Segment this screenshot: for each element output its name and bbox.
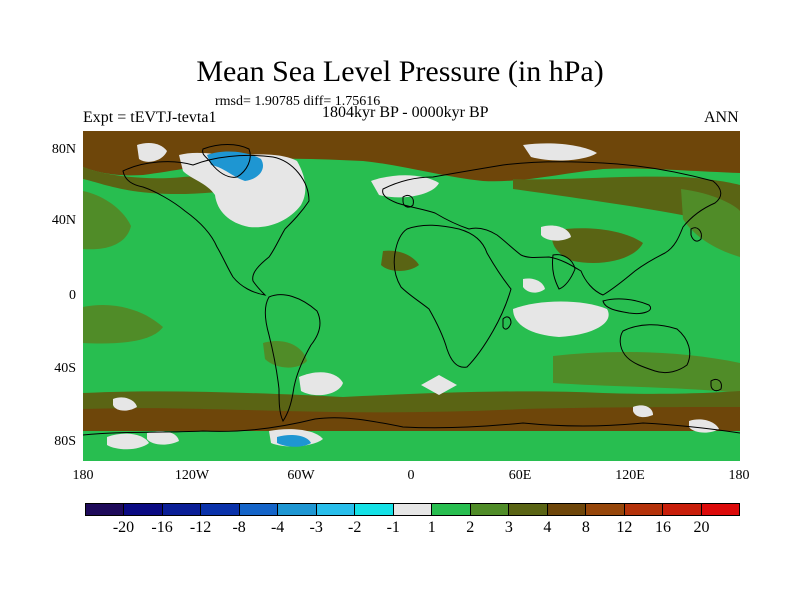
field-arctic-olive	[83, 167, 243, 195]
field-eastasia-olive	[551, 228, 643, 263]
field-white-diamond-sa	[421, 375, 457, 395]
field-npac-darkgreen	[83, 191, 131, 250]
field-white-bering	[137, 143, 167, 162]
coastline-africa	[393, 224, 512, 368]
coastline-new-zealand	[710, 378, 722, 392]
field-atlantic-olive	[381, 250, 419, 271]
field-cyan-canada	[207, 151, 264, 181]
colorbar-box	[432, 504, 471, 515]
field-white-arabian-sea	[523, 278, 545, 293]
colorbar-label: -4	[270, 519, 285, 536]
field-white-indian-ocean	[513, 301, 609, 337]
coastline-north-america	[122, 154, 310, 296]
colorbar-label: 20	[693, 519, 710, 536]
colorbar-box	[201, 504, 240, 515]
colorbar-label: -16	[151, 519, 173, 536]
field-pac-trop-darkgreen	[83, 305, 163, 344]
coastline-europe-asia	[382, 161, 722, 296]
x-tick-label: 180	[72, 468, 94, 483]
colorbar	[85, 503, 740, 516]
x-tick-label: 0	[407, 468, 415, 483]
pressure-field-map	[83, 131, 740, 461]
field-white-atlantic	[371, 175, 439, 198]
season-label: ANN	[704, 109, 739, 126]
x-tick-label: 60E	[508, 468, 532, 483]
coastline-madagascar	[502, 316, 512, 330]
coastline-indonesia	[602, 298, 651, 314]
colorbar-box	[278, 504, 317, 515]
colorbar-label: 16	[654, 519, 671, 536]
colorbar-box	[239, 504, 279, 515]
coastline-greenland	[202, 144, 251, 178]
field-white-siberia	[523, 143, 597, 161]
stats-subtitle: rmsd= 1.90785 diff= 1.75616	[215, 94, 381, 109]
field-white-se-indian	[633, 405, 653, 418]
y-tick-label: 40N	[51, 213, 76, 228]
colorbar-label: -2	[348, 519, 362, 536]
field-sac-darkgreen	[263, 341, 307, 368]
colorbar-label: 12	[616, 519, 633, 536]
field-io-darkgreen	[553, 351, 740, 393]
field-cyan-antarctic	[277, 435, 311, 447]
colorbar-box	[355, 504, 394, 515]
map-title: Mean Sea Level Pressure (in hPa)	[196, 55, 604, 88]
colorbar-label: 1	[427, 519, 436, 536]
coastlines	[83, 144, 740, 436]
y-tick-label: 0	[69, 288, 76, 303]
field-southern-olive	[83, 391, 740, 413]
colorbar-box	[86, 504, 125, 515]
colorbar-label: 3	[504, 519, 513, 536]
colorbar-label: -1	[386, 519, 400, 536]
field-white-westasia	[541, 225, 571, 241]
coastline-south-america	[264, 294, 321, 422]
colorbar-box	[124, 504, 163, 515]
x-tick-label: 180	[728, 468, 750, 483]
colorbar-label: -20	[112, 519, 135, 536]
colorbar-label: 4	[543, 519, 552, 536]
field-white-northamerica	[179, 152, 306, 228]
colorbar-box	[701, 504, 739, 515]
colorbar-label: 2	[466, 519, 475, 536]
field-arctic-brown	[83, 131, 740, 182]
coastline-uk	[402, 194, 414, 208]
y-tick-label: 40S	[54, 361, 76, 376]
colorbar-label: -12	[189, 519, 212, 536]
coastline-antarctica	[83, 417, 740, 436]
y-tick-label: 80N	[51, 142, 76, 157]
experiment-label: Expt = tEVTJ-tevta1	[83, 109, 217, 126]
colorbar-box	[663, 504, 702, 515]
colorbar-box	[470, 504, 510, 515]
colorbar-label: 8	[581, 519, 590, 536]
x-tick-label: 120E	[615, 468, 645, 483]
x-tick-label: 120W	[174, 468, 210, 483]
y-tick-label: 80S	[54, 434, 76, 449]
field-white-antarctic-a	[107, 433, 149, 450]
colorbar-label: -8	[232, 519, 246, 536]
field-antarctic-green	[83, 431, 740, 461]
field-white-antarctic-b	[147, 431, 179, 445]
period-subtitle: 1804kyr BP - 0000kyr BP	[322, 104, 489, 121]
colorbar-box	[586, 504, 625, 515]
colorbar-box	[162, 504, 202, 515]
coastline-australia	[619, 324, 691, 374]
field-white-south-atlantic	[299, 372, 343, 396]
coastline-india	[552, 254, 576, 290]
colorbar-label: -3	[309, 519, 323, 536]
colorbar-box	[393, 504, 433, 515]
map-panel	[83, 131, 740, 461]
x-tick-label: 60W	[287, 468, 315, 483]
colorbar-box	[624, 504, 664, 515]
field-npac-east-darkgreen	[681, 189, 740, 257]
colorbar-box	[316, 504, 356, 515]
coastline-japan	[690, 227, 702, 242]
colorbar-box	[509, 504, 548, 515]
colorbar-box	[547, 504, 587, 515]
field-white-sacific	[113, 397, 137, 411]
